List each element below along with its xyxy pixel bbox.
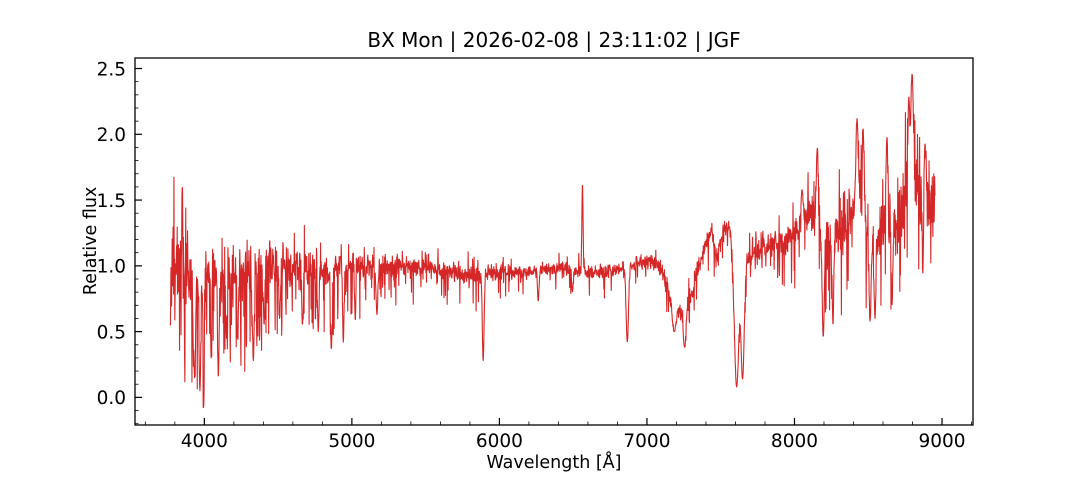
x-tick-label: 6000 bbox=[476, 431, 523, 452]
x-tick-label: 8000 bbox=[771, 431, 818, 452]
x-axis-tick-labels: 4000 5000 6000 7000 8000 9000 bbox=[181, 431, 966, 452]
y-tick-label: 1.0 bbox=[97, 257, 126, 278]
y-tick-label: 0.5 bbox=[97, 322, 126, 343]
y-tick-label: 2.5 bbox=[97, 59, 126, 80]
major-ticks bbox=[135, 67, 943, 425]
y-tick-label: 2.0 bbox=[97, 125, 126, 146]
plot-area bbox=[134, 57, 974, 426]
chart-title: BX Mon | 2026-02-08 | 23:11:02 | JGF bbox=[367, 28, 740, 52]
x-tick-label: 4000 bbox=[181, 431, 228, 452]
y-tick-label: 0.0 bbox=[97, 388, 126, 409]
x-tick-label: 5000 bbox=[328, 431, 375, 452]
y-axis-tick-labels: 0.0 0.5 1.0 1.5 2.0 2.5 bbox=[97, 59, 126, 409]
y-axis-label: Relative flux bbox=[81, 187, 101, 296]
minor-ticks bbox=[135, 81, 972, 425]
x-axis-label: Wavelength [Å] bbox=[486, 451, 621, 473]
x-tick-label: 9000 bbox=[918, 431, 965, 452]
y-tick-label: 1.5 bbox=[97, 191, 126, 212]
spectrum-line bbox=[169, 73, 936, 408]
x-tick-label: 7000 bbox=[623, 431, 670, 452]
